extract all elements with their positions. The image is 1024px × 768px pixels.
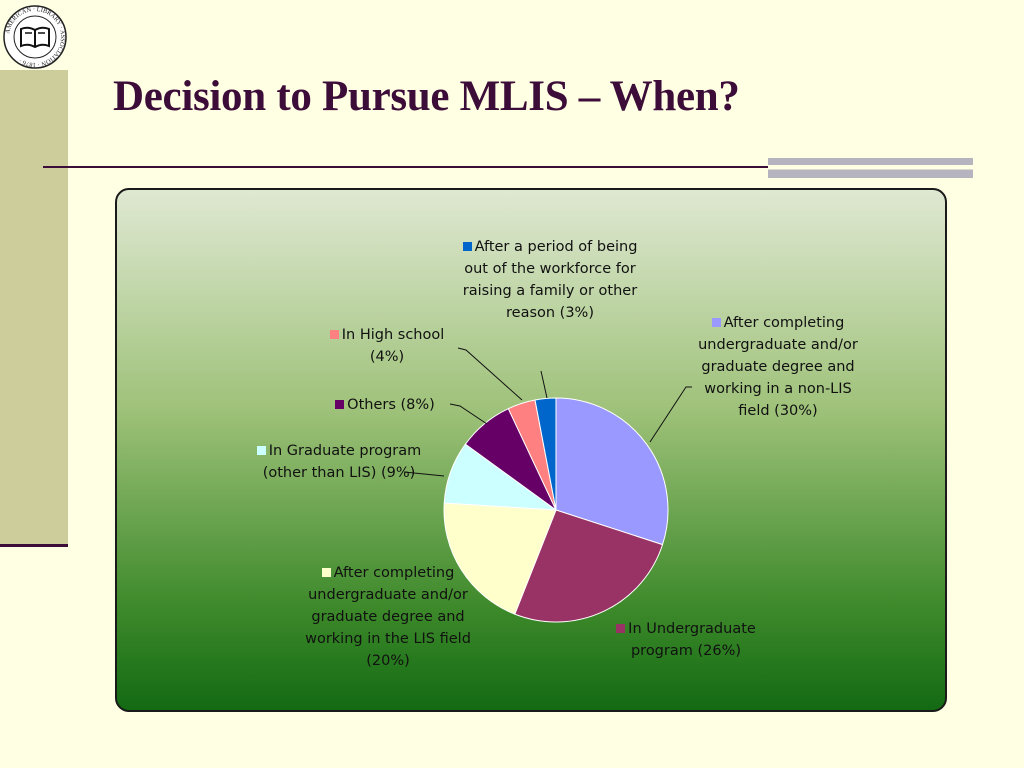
data-label: In Graduate program (other than LIS) (9%… [254,440,424,484]
side-panel [0,70,68,546]
leader-line [457,347,523,401]
data-label-text: In Undergraduate program (26%) [628,621,756,659]
pie-slice [555,397,669,546]
data-label-text: After completing undergraduate and/or gr… [698,315,858,419]
legend-swatch [329,330,339,339]
pie-slice [443,502,557,615]
title-divider-accent [768,158,973,178]
data-label: Others (8%) [322,394,448,416]
legend-swatch [335,400,345,409]
legend-swatch [256,446,266,455]
data-label: After completing undergraduate and/or gr… [300,562,476,672]
data-label: In Undergraduate program (26%) [606,618,766,662]
data-label-text: In High school (4%) [341,327,445,365]
data-label: After a period of being out of the workf… [462,236,638,324]
data-label-text: In Graduate program (other than LIS) (9%… [262,443,422,481]
side-divider [0,544,68,547]
data-label: After completing undergraduate and/or gr… [692,312,864,422]
slide-title: Decision to Pursue MLIS – When? [113,73,740,120]
leader-line [540,370,548,399]
leader-line [649,386,692,443]
legend-swatch [462,242,472,251]
legend-swatch [321,568,331,577]
pie-slice [514,509,664,623]
data-label-text: Others (8%) [347,397,435,413]
data-label: In High school (4%) [316,324,458,368]
leader-line [449,403,488,425]
leader-line [403,471,445,477]
legend-swatch [711,318,721,327]
data-label-text: After a period of being out of the workf… [462,239,638,321]
legend-swatch [616,624,626,633]
data-label-text: After completing undergraduate and/or gr… [305,565,471,669]
ala-logo: AMERICAN · LIBRARY · ASSOCIATION · 1876 … [3,5,67,69]
title-divider [43,166,973,168]
pie-slice [534,397,557,511]
